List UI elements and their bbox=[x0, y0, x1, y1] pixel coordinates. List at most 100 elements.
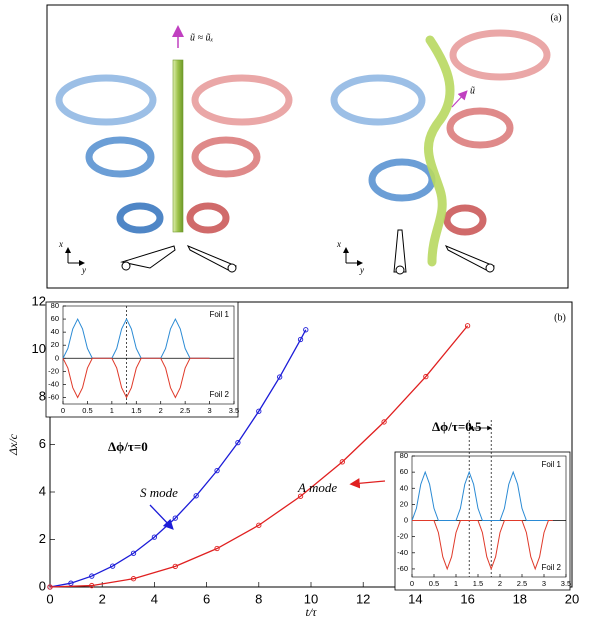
panel-label: (b) bbox=[554, 312, 566, 323]
plot-frame bbox=[411, 455, 567, 578]
series-line bbox=[49, 325, 469, 588]
x-tick-label: 1 bbox=[110, 406, 114, 415]
data-point bbox=[256, 522, 262, 528]
y-tick-label: -60 bbox=[397, 564, 408, 573]
vortices-right: ũ x y bbox=[330, 29, 551, 275]
vortex bbox=[186, 202, 230, 234]
x-tick-label: 18 bbox=[513, 591, 527, 606]
data-point bbox=[151, 534, 158, 540]
x-tick-label: 2 bbox=[159, 406, 163, 415]
y-tick-label: 2 bbox=[39, 531, 46, 546]
velocity-arrow bbox=[451, 90, 468, 108]
series-line bbox=[62, 317, 210, 359]
y-tick-label: 0 bbox=[55, 353, 59, 362]
data-point bbox=[297, 493, 304, 499]
series-label: Foil 1 bbox=[209, 310, 229, 319]
axis-label: y bbox=[81, 265, 86, 275]
series-line bbox=[412, 520, 553, 571]
annotation: S mode bbox=[140, 485, 178, 500]
data-point bbox=[68, 580, 74, 586]
inset-chart: 0 0.5 1 1.5 2 2.5 3 3.5 -60 -40 -20 0 20 40 60 80 Foil 1… bbox=[394, 451, 571, 591]
y-tick-label: 40 bbox=[51, 327, 59, 336]
x-tick-label: 6 bbox=[203, 591, 210, 606]
series-line bbox=[49, 329, 307, 588]
x-tick-label: 0 bbox=[410, 579, 414, 588]
vortex bbox=[85, 136, 155, 178]
y-axis-label: Δx/c bbox=[6, 433, 20, 456]
data-point bbox=[464, 323, 471, 329]
vortex bbox=[116, 202, 164, 234]
x-tick-label: 20 bbox=[565, 591, 579, 606]
axis-label: y bbox=[359, 265, 364, 275]
x-tick-label: 14 bbox=[408, 591, 422, 606]
data-point bbox=[109, 563, 116, 569]
x-tick-label: 4 bbox=[151, 591, 158, 606]
x-tick-label: 8 bbox=[255, 591, 262, 606]
data-point bbox=[303, 327, 309, 333]
vortex bbox=[330, 74, 426, 126]
data-point bbox=[193, 493, 199, 499]
data-point bbox=[235, 439, 241, 446]
x-tick-label: 1.5 bbox=[131, 406, 141, 415]
y-tick-label: -40 bbox=[48, 379, 59, 388]
x-tick-label: 0.5 bbox=[429, 579, 439, 588]
y-tick-label: 12 bbox=[32, 293, 46, 308]
data-point bbox=[130, 550, 137, 556]
y-tick-label: -40 bbox=[397, 548, 408, 557]
velocity-label: ũ ≈ ũₓ bbox=[190, 32, 213, 43]
y-tick-label: 4 bbox=[39, 483, 46, 498]
x-tick-label: 2 bbox=[498, 579, 502, 588]
data-point bbox=[339, 459, 345, 465]
data-point bbox=[381, 419, 387, 425]
plot-frame bbox=[62, 305, 235, 405]
annotation: A mode bbox=[297, 480, 337, 495]
foil-pivot bbox=[395, 265, 405, 275]
data-point bbox=[172, 563, 178, 569]
y-tick-label: 0 bbox=[39, 578, 46, 593]
data-point bbox=[172, 515, 178, 521]
inset-chart: 0 0.5 1 1.5 2 2.5 3 3.5 -60 -40 -20 0 20 40 60 80 Foil 1… bbox=[45, 301, 239, 418]
y-tick-label: 10 bbox=[32, 341, 46, 356]
x-tick-label: 2.5 bbox=[180, 406, 190, 415]
data-point bbox=[89, 573, 95, 579]
foil-pivot bbox=[121, 261, 131, 271]
inset-background bbox=[45, 301, 239, 418]
y-tick-label: 8 bbox=[39, 388, 46, 403]
y-tick-label: 60 bbox=[400, 467, 408, 476]
vortex bbox=[191, 136, 261, 178]
annotation: Δϕ/τ=0 bbox=[108, 439, 148, 454]
wake-jet bbox=[423, 35, 455, 267]
y-tick-label: 20 bbox=[400, 499, 408, 508]
x-tick-label: 1 bbox=[454, 579, 458, 588]
data-point bbox=[89, 582, 95, 589]
x-tick-label: 0 bbox=[46, 591, 53, 606]
series-line bbox=[62, 357, 210, 399]
data-point bbox=[297, 336, 304, 343]
vortex bbox=[443, 204, 487, 236]
data-point bbox=[214, 467, 220, 474]
x-tick-label: 3.5 bbox=[229, 406, 239, 415]
data-point bbox=[277, 374, 283, 380]
data-point bbox=[214, 545, 220, 552]
annotation: Δϕ/τ=0.5 bbox=[432, 419, 482, 434]
vortex bbox=[446, 107, 514, 149]
x-tick-label: 3.5 bbox=[561, 579, 571, 588]
series-label: Foil 1 bbox=[541, 460, 561, 469]
x-tick-label: 16 bbox=[460, 591, 474, 606]
panel-a: (a) ũ ≈ ũₓ x y bbox=[46, 4, 569, 289]
y-tick-label: 80 bbox=[51, 301, 59, 310]
series-label: Foil 2 bbox=[209, 390, 229, 399]
vortex bbox=[449, 29, 551, 81]
wake-jet bbox=[172, 59, 184, 233]
series-label: Foil 2 bbox=[541, 563, 561, 572]
foil bbox=[120, 245, 176, 269]
y-tick-label: 20 bbox=[51, 340, 59, 349]
x-tick-label: 12 bbox=[356, 591, 370, 606]
x-tick-label: 0.5 bbox=[82, 406, 92, 415]
vortex bbox=[55, 74, 157, 126]
x-tick-label: 0 bbox=[61, 406, 65, 415]
data-point bbox=[47, 584, 53, 590]
vortex bbox=[191, 74, 293, 126]
y-tick-label: -20 bbox=[397, 532, 408, 541]
